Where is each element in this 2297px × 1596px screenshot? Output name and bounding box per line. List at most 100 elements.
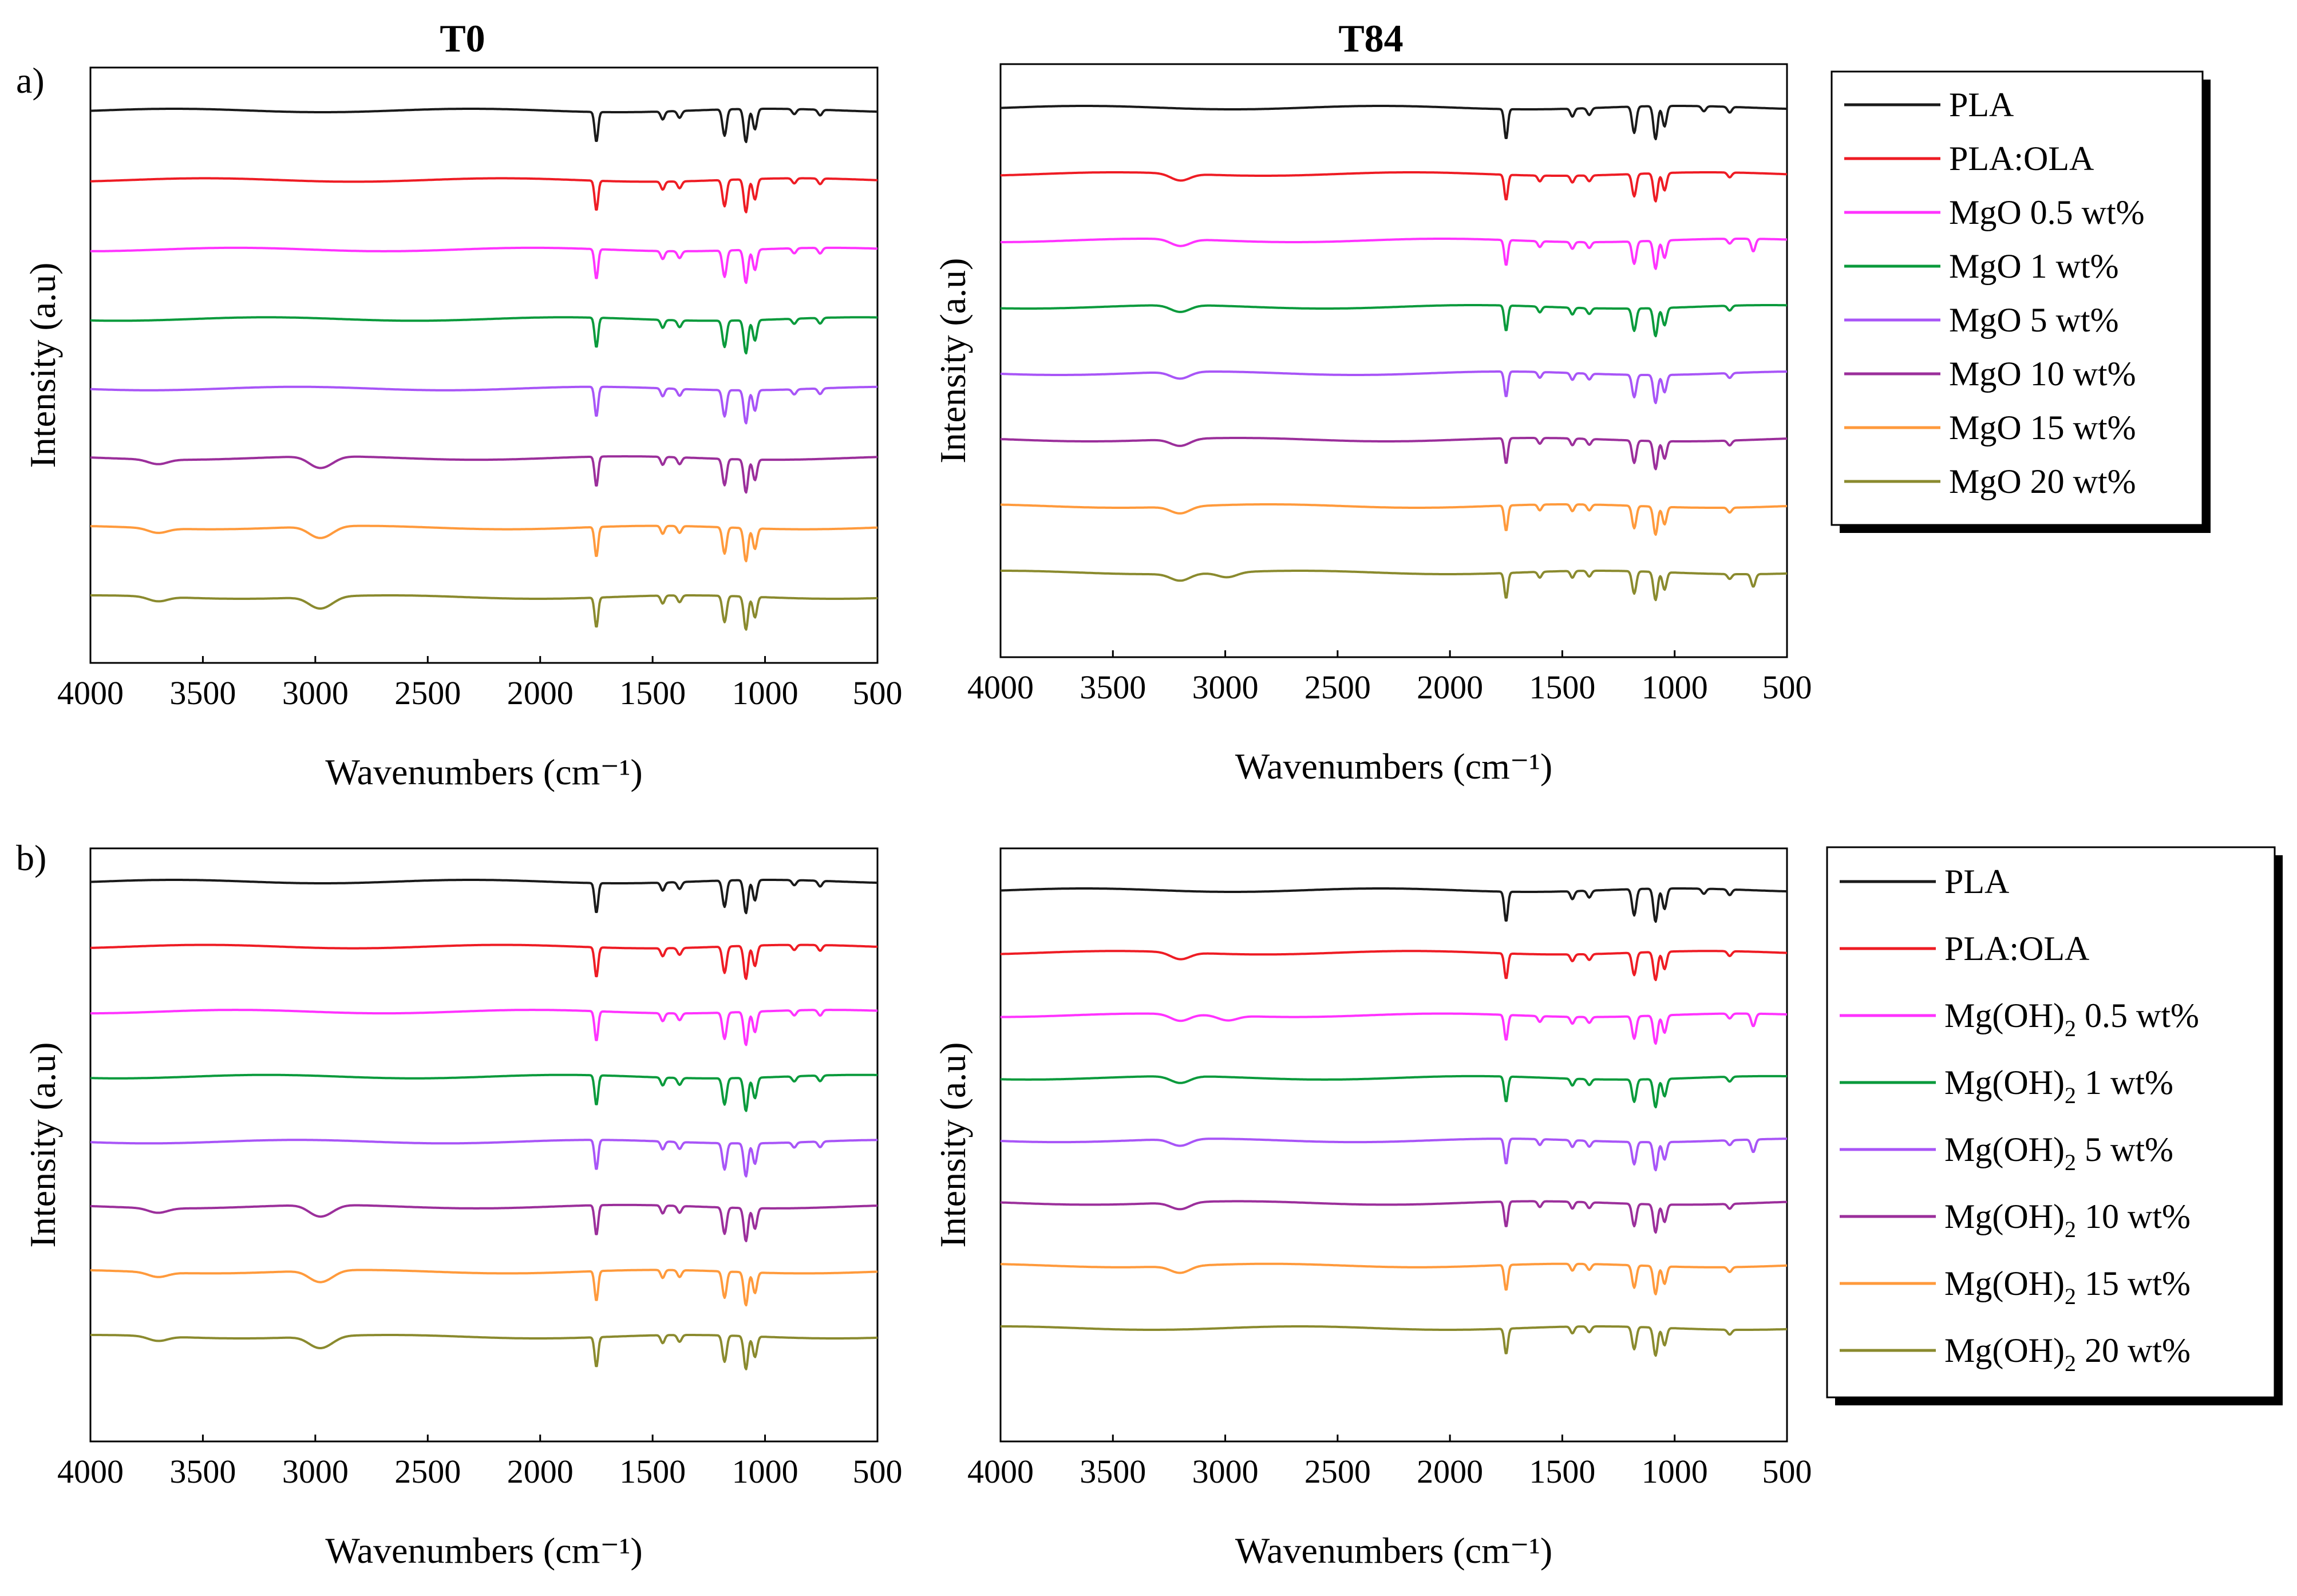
y-axis-title: Intensity (a.u) [932,258,973,464]
x-tick-label: 2500 [394,674,461,712]
spectrum-line-b-T0-3 [90,1073,878,1112]
spectrum-line-b-T0-4 [90,1139,878,1178]
spectrum-line-a-T84-4 [1000,370,1788,404]
x-tick-label: 2000 [507,674,574,712]
legend-entry-subscript: 2 [2065,1283,2076,1309]
legend-entry-main: PLA:OLA [1944,930,2089,967]
legend-entry-amount: 20 wt% [2076,1332,2191,1369]
x-tick-label: 3500 [1080,1453,1146,1490]
legend-entry: MgO 0.5 wt% [1949,193,2145,231]
x-tick-label: 4000 [967,1453,1034,1490]
x-tick-label: 3000 [282,1453,349,1490]
x-tick-label: 3500 [169,1453,236,1490]
spectrum-line-b-T84-3 [1000,1074,1788,1109]
spectrum-line-a-T84-6 [1000,503,1788,536]
x-tick-label: 1000 [732,674,798,712]
x-tick-label: 4000 [57,674,124,712]
legend-entry: Mg(OH)2 10 wt% [1944,1198,2191,1242]
x-tick-label: 2000 [1417,669,1483,706]
x-tick-label: 4000 [57,1453,124,1490]
legend-entry-subscript: 2 [2065,1016,2076,1041]
x-tick-label: 1500 [619,674,686,712]
spectrum-line-a-T84-7 [1000,570,1788,602]
legend-entry: MgO 5 wt% [1949,301,2119,339]
spectrum-line-a-T84-0 [1000,105,1788,140]
legend-box [1826,846,2276,1399]
legend-entry-amount: 1 wt% [2076,1064,2173,1101]
legend-entry-subscript: 2 [2065,1216,2076,1242]
legend-entry-amount: 10 wt% [2076,1198,2191,1235]
x-tick-label: 4000 [967,669,1034,706]
chart-panel-a-T84: 4000 3500 3000 2500 2000 1500 1000 500 Wavenumbe… [932,63,1812,787]
spectrum-line-a-T0-6 [90,524,878,563]
y-axis-title: Intensity (a.u) [22,1042,63,1248]
x-tick-label: 2000 [1417,1453,1483,1490]
spectrum-line-a-T0-3 [90,316,878,355]
spectrum-line-b-T0-6 [90,1269,878,1307]
plot-frame [89,66,879,664]
spectrum-line-b-T84-4 [1000,1137,1788,1172]
x-tick-label: 1000 [732,1453,798,1490]
x-tick-label: 3000 [282,674,349,712]
spectrum-line-a-T0-0 [90,108,878,143]
legend-entry: Mg(OH)2 1 wt% [1944,1064,2173,1108]
chart-panels: 4000 3500 3000 2500 2000 1500 1000 500 Wavenumbe… [22,63,1812,1571]
x-tick-label: 500 [853,1453,903,1490]
x-tick-label: 1000 [1642,1453,1708,1490]
x-tick-label: 3000 [1192,669,1259,706]
legend-entry-subscript: 2 [2065,1149,2076,1175]
spectrum-line-b-T84-6 [1000,1262,1788,1295]
x-tick-label: 2500 [1304,1453,1371,1490]
x-axis-title: Wavenumbers (cm⁻¹) [325,1530,642,1571]
legend-entry: Mg(OH)2 15 wt% [1944,1265,2191,1309]
x-tick-label: 3500 [1080,669,1146,706]
legend-box [1831,70,2204,526]
x-tick-label: 2000 [507,1453,574,1490]
chart-panel-b-T0: 4000 3500 3000 2500 2000 1500 1000 500 Wavenumbe… [22,847,903,1571]
x-tick-label: 500 [1762,1453,1812,1490]
legend-entry: MgO 15 wt% [1949,409,2136,447]
y-axis-title: Intensity (a.u) [932,1042,973,1248]
plot-frame [999,63,1788,658]
chart-panel-a-T0: 4000 3500 3000 2500 2000 1500 1000 500 Wavenumbe… [22,66,903,792]
legend-entry: MgO 1 wt% [1949,247,2119,285]
chart-panel-b-T84: 4000 3500 3000 2500 2000 1500 1000 500 Wavenumbe… [932,847,1812,1571]
spectrum-line-a-T84-3 [1000,304,1788,338]
x-tick-label: 500 [1762,669,1812,706]
spectrum-line-b-T0-0 [90,879,878,914]
legend-entry: Mg(OH)2 20 wt% [1944,1332,2191,1376]
column-title-t84: T84 [1338,17,1403,60]
spectrum-line-b-T0-7 [90,1334,878,1370]
legend-entry-subscript: 2 [2065,1350,2076,1376]
legend-entry-main: Mg(OH) [1944,1198,2065,1235]
spectrum-line-b-T84-2 [1000,1012,1788,1045]
legend-entry: PLA:OLA [1944,930,2089,967]
column-title-t0: T0 [440,17,485,60]
spectrum-line-b-T0-1 [90,943,878,980]
x-axis-title: Wavenumbers (cm⁻¹) [325,752,642,792]
legend-entry: PLA [1944,863,2009,900]
spectrum-line-a-T84-1 [1000,171,1788,203]
legend-entry-main: Mg(OH) [1944,997,2065,1034]
x-tick-label: 1500 [1529,669,1595,706]
spectrum-line-a-T84-2 [1000,238,1788,270]
legend-entry-amount: 15 wt% [2076,1265,2191,1302]
legend-entry: Mg(OH)2 0.5 wt% [1944,997,2199,1041]
x-tick-label: 1500 [619,1453,686,1490]
legend-entry: PLA:OLA [1949,140,2094,177]
spectrum-line-a-T0-1 [90,177,878,214]
spectrum-line-a-T84-5 [1000,437,1788,471]
legend-entry-main: Mg(OH) [1944,1131,2065,1168]
x-axis-title: Wavenumbers (cm⁻¹) [1235,746,1552,787]
spectrum-line-b-T0-5 [90,1203,878,1242]
x-tick-label: 3000 [1192,1453,1259,1490]
legend-entry: Mg(OH)2 5 wt% [1944,1131,2173,1175]
legend-entry-main: Mg(OH) [1944,1265,2065,1302]
row-label-a: a) [16,60,45,101]
spectrum-line-a-T0-2 [90,246,878,285]
spectrum-line-b-T84-1 [1000,950,1788,981]
legend-entry: MgO 10 wt% [1949,355,2136,393]
legend-entry-subscript: 2 [2065,1083,2076,1108]
